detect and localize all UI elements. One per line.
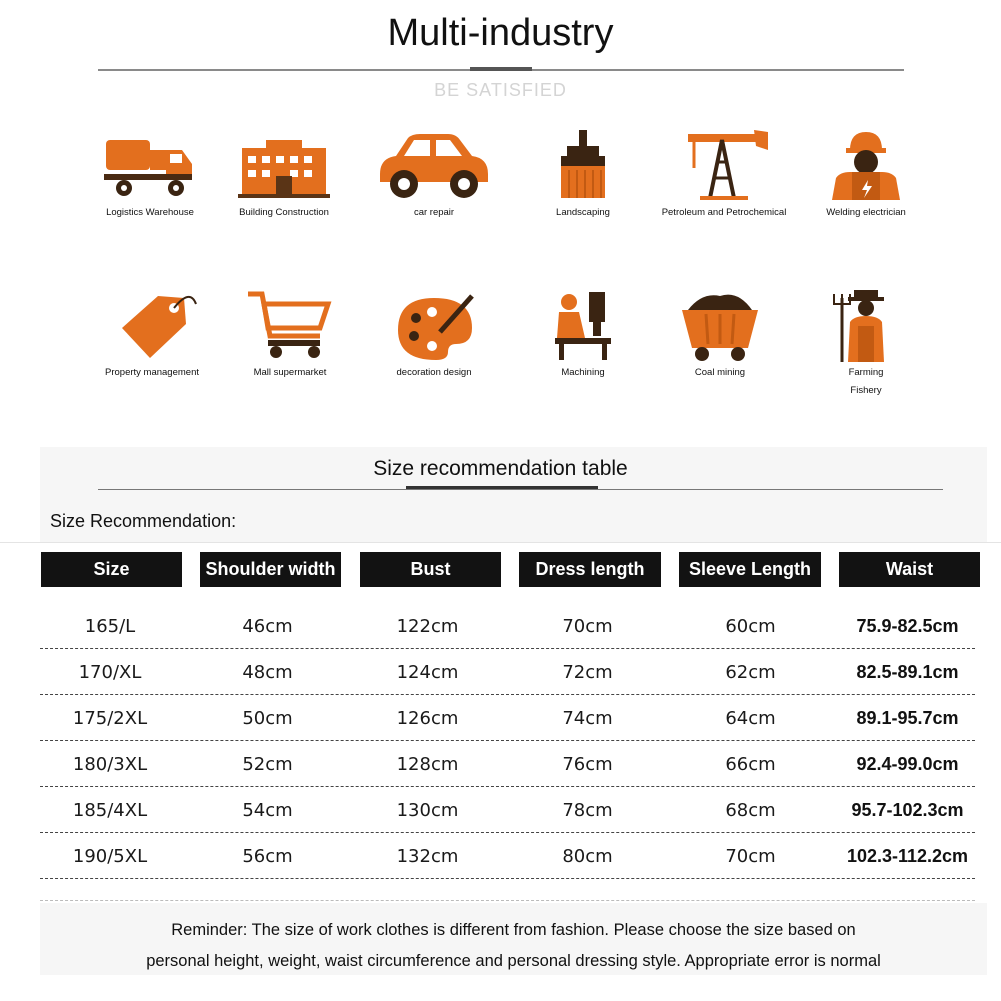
brush-icon [561,130,605,198]
industry-item-property: Property management [72,288,232,382]
cell-waist: 75.9-82.5cm [856,615,959,636]
cell-waist: 82.5-89.1cm [856,661,959,682]
size-section-title: Size recommendation table [373,457,628,480]
farmer-icon [833,290,884,362]
reminder-divider [40,900,975,901]
cell-shoulder: 52cm [242,753,293,775]
industry-item-petroleum: Petroleum and Petrochemical [644,128,804,222]
size-section-divider [98,489,943,490]
price-tag-icon [122,296,197,358]
industry-label: decoration design [396,367,472,378]
cell-sleeve-length: 66cm [725,753,776,775]
page-subtitle: BE SATISFIED [434,80,567,100]
industry-label: Mall supermarket [253,367,327,378]
cell-shoulder: 46cm [242,615,293,637]
industry-label: Coal mining [694,367,746,378]
industry-label: Farming [848,367,884,378]
cell-size: 170/XL [78,661,142,683]
cell-shoulder: 56cm [242,845,293,867]
column-header-dress-length: Dress length [519,552,661,587]
cell-size: 185/4XL [72,799,148,821]
reminder-box [40,903,987,975]
size-section-divider-accent [406,486,598,489]
cell-size: 190/5XL [72,845,148,867]
cell-dress-length: 70cm [562,615,613,637]
cell-dress-length: 72cm [562,661,613,683]
size-section-bottom-line [0,542,1001,543]
industry-item-landscaping: Landscaping [503,128,663,222]
mine-cart-icon [682,294,758,361]
reminder-line-2: personal height, weight, waist circumfer… [146,952,881,970]
title-divider-accent [470,67,532,71]
industry-item-building: Building Construction [204,128,364,222]
cell-waist: 89.1-95.7cm [856,707,959,728]
column-header-sleeve-length: Sleeve Length [679,552,821,587]
reminder-text: Reminder: The size of work clothes is di… [40,915,987,977]
industry-label: Petroleum and Petrochemical [661,207,787,218]
paint-palette-icon [398,294,474,360]
industry-label: Building Construction [239,207,329,218]
industry-item-coal-mining: Coal mining [640,288,800,382]
cell-sleeve-length: 68cm [725,799,776,821]
industry-label: Machining [561,367,605,378]
industry-item-car-repair: car repair [354,128,514,222]
cell-sleeve-length: 64cm [725,707,776,729]
drill-press-icon [555,292,611,360]
cell-sleeve-length: 60cm [725,615,776,637]
column-header-shoulder: Shoulder width [200,552,341,587]
industry-item-logistics: Logistics Warehouse [70,128,230,222]
cell-dress-length: 78cm [562,799,613,821]
table-row: 175/2XL 50cm 126cm 74cm 64cm 89.1-95.7cm [40,695,975,741]
cell-dress-length: 76cm [562,753,613,775]
table-row: 180/3XL 52cm 128cm 76cm 66cm 92.4-99.0cm [40,741,975,787]
industry-item-decoration: decoration design [354,288,514,382]
cell-bust: 128cm [396,753,459,775]
cell-waist: 92.4-99.0cm [856,753,959,774]
industry-label: Landscaping [556,207,610,218]
industry-item-mall: Mall supermarket [210,288,370,382]
column-header-size: Size [41,552,182,587]
cell-bust: 122cm [396,615,459,637]
cell-waist: 102.3-112.2cm [846,845,969,866]
table-row: 185/4XL 54cm 130cm 78cm 68cm 95.7-102.3c… [40,787,975,833]
size-section-label: Size Recommendation: [50,511,237,531]
cell-sleeve-length: 70cm [725,845,776,867]
table-row: 170/XL 48cm 124cm 72cm 62cm 82.5-89.1cm [40,649,975,695]
cell-bust: 126cm [396,707,459,729]
table-row: 190/5XL 56cm 132cm 80cm 70cm 102.3-112.2… [40,833,975,879]
mixer-truck-icon [104,140,192,196]
industry-label: car repair [413,207,455,218]
size-section-band [40,447,987,542]
cell-size: 165/L [84,615,136,637]
building-icon [238,140,330,198]
car-icon [380,134,488,198]
oil-pump-icon [688,130,768,200]
shopping-cart-icon [248,291,332,358]
cell-sleeve-length: 62cm [725,661,776,683]
industry-item-machining: Machining [503,288,663,382]
industry-label: Property management [105,367,199,378]
cell-dress-length: 74cm [562,707,613,729]
table-row: 165/L 46cm 122cm 70cm 60cm 75.9-82.5cm [40,603,975,649]
cell-shoulder: 48cm [242,661,293,683]
industry-label-secondary: Fishery [850,385,882,396]
cell-waist: 95.7-102.3cm [851,799,964,820]
reminder-line-1: Reminder: The size of work clothes is di… [171,921,856,939]
cell-size: 175/2XL [72,707,148,729]
cell-bust: 132cm [396,845,459,867]
cell-shoulder: 50cm [242,707,293,729]
industry-item-farming: Farming Fishery [786,288,946,400]
cell-bust: 124cm [396,661,459,683]
column-header-waist: Waist [839,552,980,587]
page-title: Multi-industry [387,12,614,54]
worker-icon [832,132,900,200]
industry-item-welding: Welding electrician [786,128,946,222]
column-header-bust: Bust [360,552,501,587]
cell-size: 180/3XL [72,753,148,775]
cell-dress-length: 80cm [562,845,613,867]
industry-label: Welding electrician [826,207,906,218]
cell-bust: 130cm [396,799,459,821]
cell-shoulder: 54cm [242,799,293,821]
industry-label: Logistics Warehouse [106,207,194,218]
